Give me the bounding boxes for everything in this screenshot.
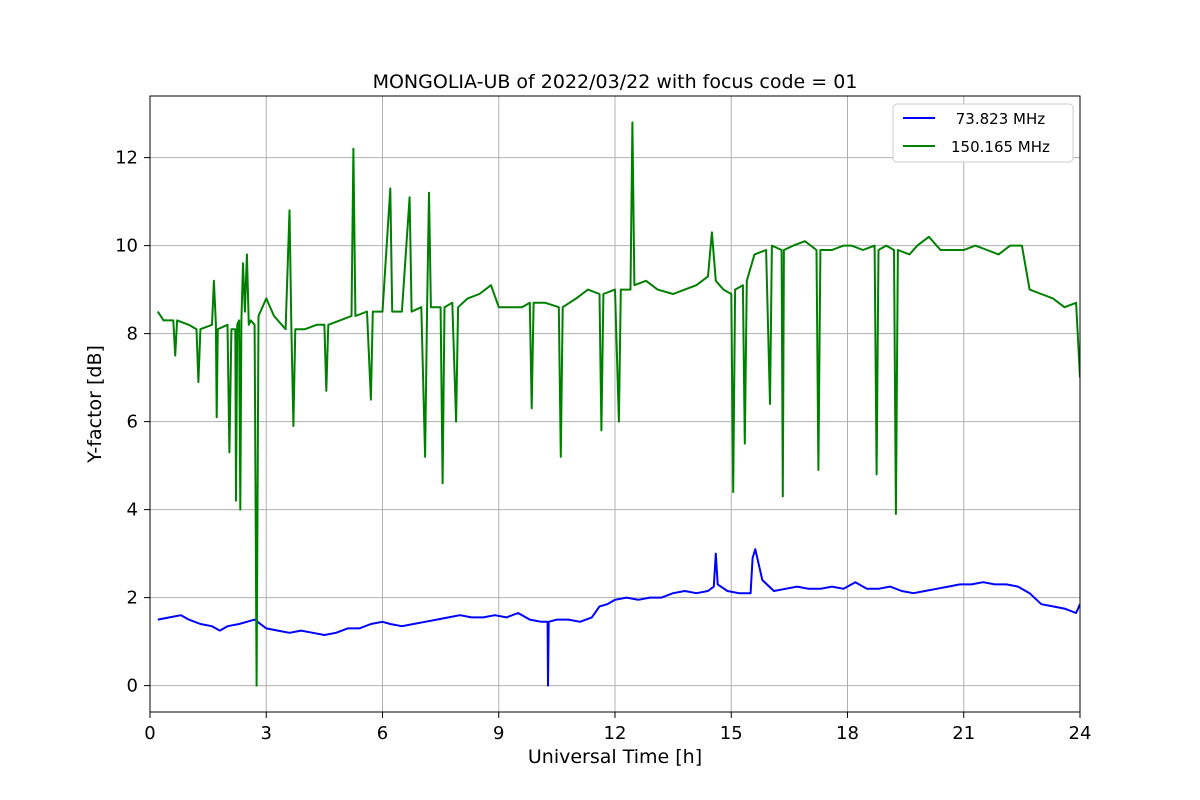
chart-title: MONGOLIA-UB of 2022/03/22 with focus cod… xyxy=(373,71,858,93)
x-tick-label: 21 xyxy=(952,723,975,744)
x-tick-label: 9 xyxy=(493,723,504,744)
legend: 73.823 MHz 150.165 MHz xyxy=(892,103,1074,163)
x-tick-label: 6 xyxy=(377,723,388,744)
x-tick-label: 15 xyxy=(720,723,743,744)
legend-label-150mhz: 150.165 MHz xyxy=(951,138,1050,156)
x-tick-label: 12 xyxy=(604,723,627,744)
y-tick-label: 0 xyxy=(127,676,138,697)
x-axis-label: Universal Time [h] xyxy=(528,746,702,768)
series-line-73mhz xyxy=(157,548,1080,687)
series-line-150mhz xyxy=(156,121,1080,687)
x-tick-label: 0 xyxy=(144,723,155,744)
x-tick-label: 24 xyxy=(1069,723,1092,744)
y-tick-label: 2 xyxy=(127,588,138,609)
y-tick-label: 8 xyxy=(127,324,138,345)
x-tick-label: 3 xyxy=(261,723,272,744)
legend-label-73mhz: 73.823 MHz xyxy=(951,110,1045,128)
y-tick-label: 10 xyxy=(115,236,138,257)
y-axis-label: Y-factor [dB] xyxy=(84,345,106,464)
y-tick-label: 12 xyxy=(115,148,138,169)
y-tick-label: 4 xyxy=(127,500,138,521)
x-tick-label: 18 xyxy=(836,723,859,744)
y-tick-label: 6 xyxy=(127,412,138,433)
legend-box xyxy=(892,103,1074,163)
series-layer xyxy=(156,121,1080,687)
